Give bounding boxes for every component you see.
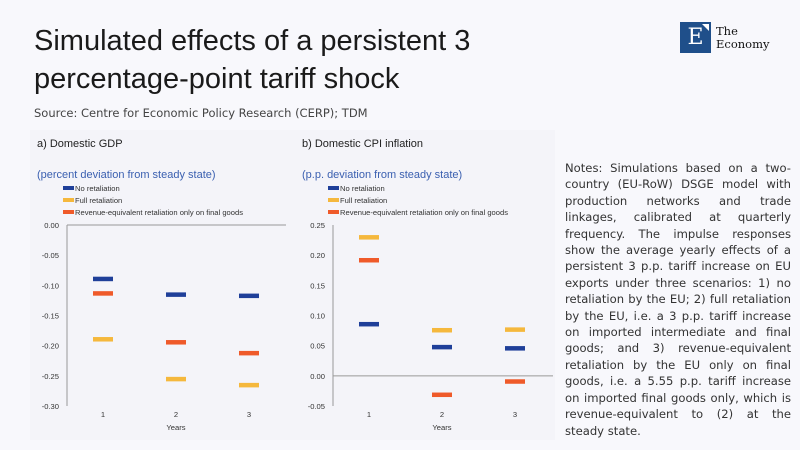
data-marker	[432, 392, 452, 398]
x-axis-label: Years	[432, 423, 451, 432]
y-tick-label: -0.10	[42, 281, 59, 290]
y-tick-label: -0.15	[42, 312, 59, 321]
data-marker	[505, 346, 525, 351]
x-tick-label: 3	[513, 410, 517, 419]
x-tick-label: 1	[101, 410, 105, 419]
source-text: Source: Centre for Economic Policy Resea…	[34, 106, 368, 120]
data-marker	[166, 376, 186, 382]
data-marker	[505, 379, 525, 384]
x-tick-label: 2	[174, 410, 178, 419]
y-tick-label: -0.20	[42, 342, 59, 351]
data-marker	[359, 257, 379, 263]
data-marker	[432, 344, 452, 350]
x-tick-label: 3	[247, 410, 251, 419]
chart-subtitle: (p.p. deviation from steady state)	[302, 169, 462, 181]
y-tick-label: 0.10	[310, 312, 325, 321]
data-marker	[432, 327, 452, 333]
charts-svg: a) Domestic GDP (percent deviation from s…	[37, 138, 553, 432]
logo-line2: Economy	[716, 36, 770, 51]
data-marker	[505, 327, 525, 332]
legend-label: No retaliation	[340, 184, 385, 193]
data-marker	[93, 337, 113, 342]
data-marker	[93, 276, 113, 282]
legend-label: No retaliation	[75, 184, 120, 193]
legend-swatch	[63, 186, 74, 190]
y-tick-label: 0.05	[310, 342, 325, 351]
legend-label: Revenue-equivalent retaliation only on f…	[340, 208, 508, 217]
legend-swatch	[63, 210, 74, 214]
legend-swatch	[63, 198, 74, 202]
y-tick-label: -0.25	[42, 372, 59, 381]
legend-swatch	[328, 186, 339, 190]
data-marker	[166, 340, 186, 345]
x-tick-label: 1	[367, 410, 371, 419]
y-tick-label: -0.05	[308, 402, 325, 411]
y-tick-label: 0.15	[310, 281, 325, 290]
y-tick-label: 0.00	[310, 372, 325, 381]
y-tick-label: -0.30	[42, 402, 59, 411]
logo: E The Economy	[680, 22, 770, 53]
logo-line1: The	[716, 23, 738, 38]
chart-subtitle: (percent deviation from steady state)	[37, 169, 216, 181]
data-marker	[359, 321, 379, 327]
data-marker	[166, 292, 186, 297]
y-tick-label: -0.05	[42, 251, 59, 260]
chart-panel: a) Domestic GDP (percent deviation from s…	[30, 130, 555, 440]
data-marker	[93, 291, 113, 296]
legend-swatch	[328, 198, 339, 202]
y-tick-label: 0.25	[310, 221, 325, 230]
data-marker	[239, 293, 259, 299]
chart-title: a) Domestic GDP	[37, 138, 123, 150]
legend-label: Full retaliation	[340, 196, 387, 205]
chart-title: b) Domestic CPI inflation	[302, 138, 423, 150]
x-tick-label: 2	[440, 410, 444, 419]
notes-text: Notes: Simulations based on a two-countr…	[565, 161, 791, 438]
data-marker	[239, 382, 259, 388]
y-tick-label: 0.20	[310, 251, 325, 260]
page-title: Simulated effects of a persistent 3 perc…	[34, 25, 471, 95]
data-marker	[359, 235, 379, 240]
legend-label: Full retaliation	[75, 196, 122, 205]
legend-label: Revenue-equivalent retaliation only on f…	[75, 208, 243, 217]
x-axis-label: Years	[166, 423, 185, 432]
legend-swatch	[328, 210, 339, 214]
data-marker	[239, 350, 259, 356]
logo-icon: E	[680, 22, 711, 53]
y-tick-label: 0.00	[44, 221, 59, 230]
